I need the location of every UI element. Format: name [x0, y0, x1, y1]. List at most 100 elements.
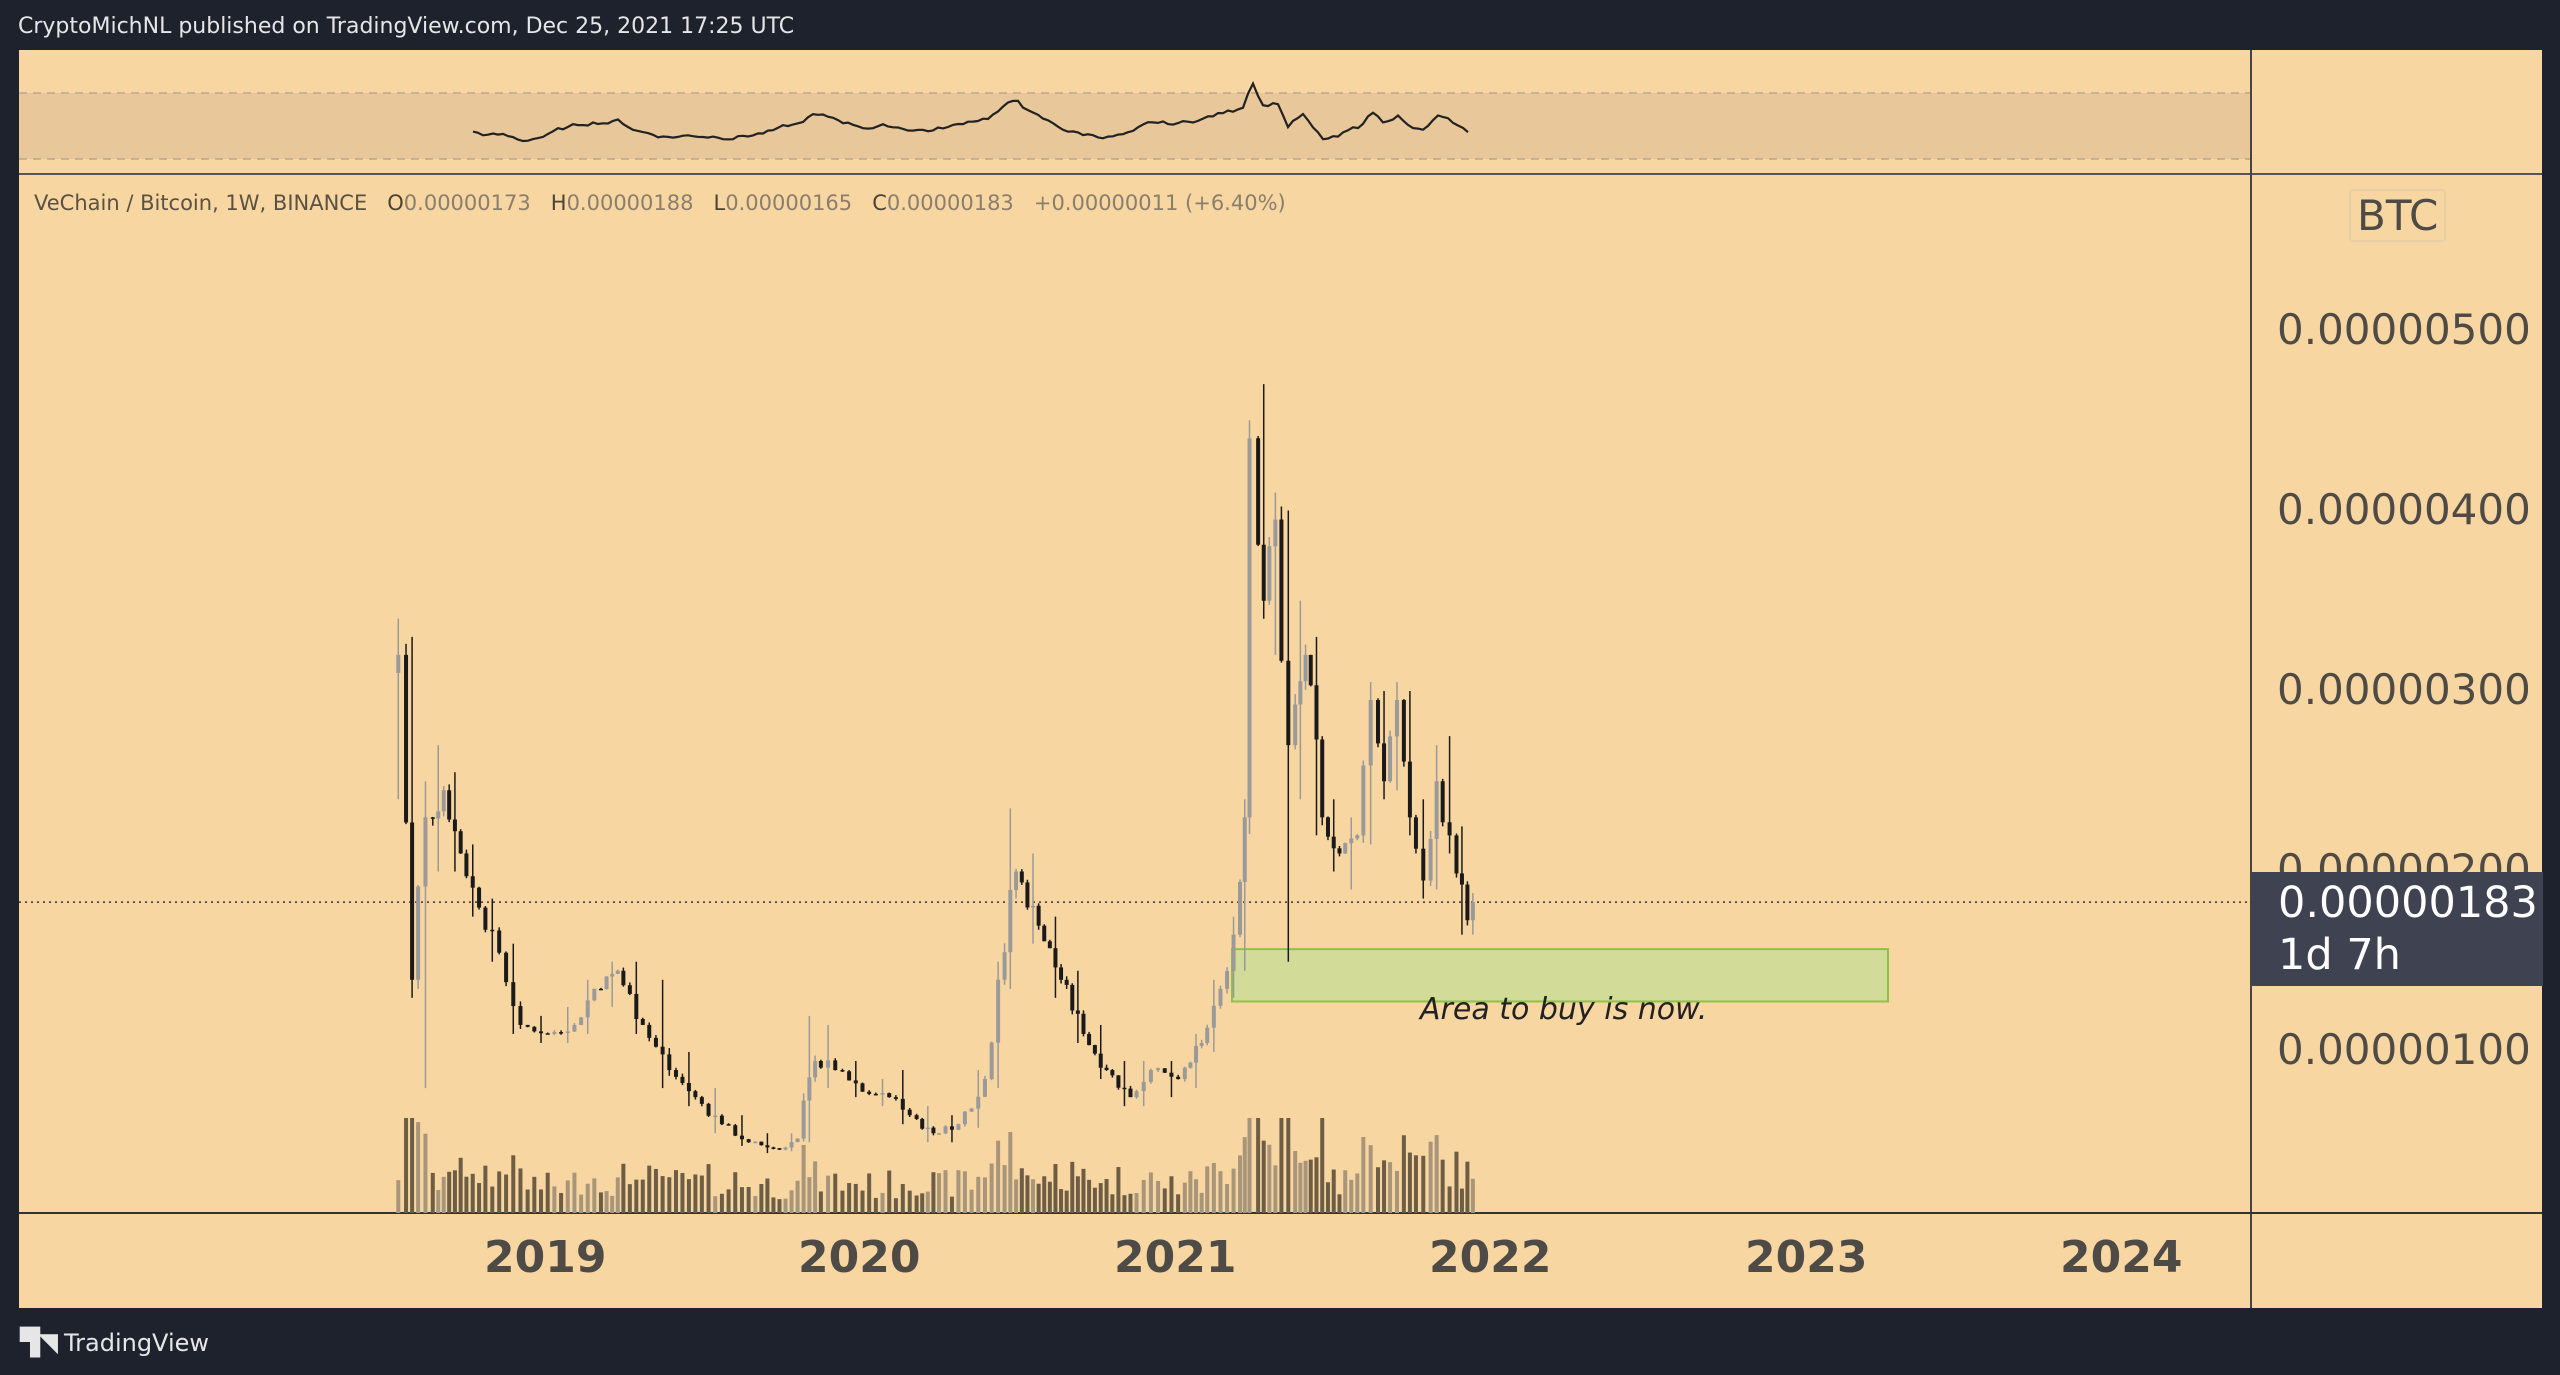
publish-bar: CryptoMichNL published on TradingView.co… [0, 0, 2560, 50]
candle-body [660, 1046, 665, 1055]
candle-body [610, 973, 615, 977]
candle-body [1279, 519, 1284, 661]
candle-body [1388, 736, 1393, 782]
volume-bar [1188, 1171, 1193, 1213]
volume-bar [807, 1177, 812, 1213]
candle-body [777, 1148, 782, 1150]
candle-body [1320, 739, 1325, 818]
candle-body [907, 1109, 912, 1116]
candle-body [789, 1142, 794, 1148]
candle-body [447, 790, 452, 820]
volume-bar [753, 1196, 758, 1213]
volume-bar [490, 1186, 495, 1213]
volume-bar [1413, 1155, 1418, 1213]
candle-body [627, 985, 632, 994]
volume-bar [634, 1179, 639, 1213]
candle-body [1355, 835, 1360, 839]
current-price-value: 0.00000183 [2278, 878, 2538, 928]
candle-body [726, 1124, 731, 1126]
candle-body [1047, 941, 1052, 949]
tradingview-logo[interactable]: ▜◥ TradingView [20, 1328, 209, 1358]
candle-body [1401, 700, 1406, 762]
volume-bar [673, 1170, 678, 1213]
buy-zone-annotation[interactable]: Area to buy is now. [1420, 992, 1708, 1027]
volume-bar [1440, 1159, 1445, 1213]
volume-bar [497, 1171, 502, 1213]
volume-bar [1199, 1192, 1204, 1213]
volume-bar [1470, 1178, 1475, 1213]
chart-area[interactable] [19, 50, 2542, 1308]
volume-bar [880, 1192, 885, 1213]
candle-body [807, 1077, 812, 1101]
candle-body [1368, 700, 1373, 766]
close-label: C [872, 191, 887, 215]
candle-body [1218, 988, 1223, 1006]
candle-body [604, 976, 609, 990]
volume-bar [1194, 1179, 1199, 1213]
buy-zone-box[interactable] [1231, 948, 1889, 1003]
candle-body [647, 1024, 652, 1038]
candle-body [925, 1127, 930, 1130]
candle-body [880, 1093, 885, 1095]
volume-bar [847, 1183, 852, 1213]
candle-body [1242, 817, 1247, 883]
candle-body [1382, 743, 1387, 782]
candle-body [733, 1125, 738, 1136]
volume-bar [680, 1173, 685, 1213]
volume-bar [982, 1177, 987, 1213]
volume-bar [1273, 1165, 1278, 1213]
candle-body [559, 1032, 564, 1034]
tradingview-logo-icon: ▜◥ [20, 1328, 58, 1358]
candle-body [719, 1115, 724, 1125]
candle-body [416, 886, 421, 980]
volume-bar [1148, 1172, 1153, 1213]
volume-bar [976, 1176, 981, 1213]
volume-bar [1267, 1144, 1272, 1213]
volume-bar [686, 1179, 691, 1213]
candle-body [458, 831, 463, 854]
candle-body [795, 1138, 800, 1143]
candle-body [783, 1147, 788, 1150]
low-label: L [713, 191, 726, 215]
volume-bar [943, 1170, 948, 1213]
candle-body [532, 1026, 537, 1032]
candle-body [813, 1061, 818, 1078]
candle-body [1002, 952, 1007, 980]
candle-body [1447, 822, 1452, 836]
volume-bar [1141, 1179, 1146, 1213]
volume-bar [1231, 1168, 1236, 1213]
candle-body [1428, 838, 1433, 881]
volume-bar [1059, 1189, 1064, 1213]
volume-bar [1407, 1152, 1412, 1213]
x-tick-label: 2024 [2060, 1232, 2183, 1283]
candle-body [887, 1093, 892, 1098]
volume-bar [504, 1174, 509, 1213]
volume-bar [1242, 1137, 1247, 1213]
brand-name: TradingView [64, 1329, 210, 1357]
candle-body [706, 1103, 711, 1116]
y-tick-label: 0.00000100 [2277, 1025, 2531, 1074]
volume-bar [1293, 1151, 1298, 1213]
volume-bar [1075, 1176, 1080, 1213]
volume-bar [1343, 1170, 1348, 1213]
y-tick-label: 0.00000400 [2277, 485, 2531, 534]
volume-bar [1320, 1118, 1325, 1213]
volume-bar [1256, 1118, 1261, 1213]
candle-body [477, 887, 482, 908]
volume-bar [1031, 1179, 1036, 1213]
y-tick-label: 0.00000500 [2277, 305, 2531, 354]
candle-body [579, 1017, 584, 1025]
volume-bar [893, 1198, 898, 1213]
volume-bar [552, 1186, 557, 1213]
candle-body [1008, 889, 1013, 953]
volume-bar [713, 1196, 718, 1213]
volume-bar [853, 1183, 858, 1213]
candle-body [746, 1139, 751, 1143]
candle-body [423, 817, 428, 887]
volume-bar [693, 1174, 698, 1213]
ohlc-legend: VeChain / Bitcoin, 1W, BINANCE O0.000001… [34, 191, 1286, 215]
candle-body [511, 982, 516, 1007]
currency-badge[interactable]: BTC [2349, 189, 2447, 242]
volume-bar [1349, 1179, 1354, 1213]
